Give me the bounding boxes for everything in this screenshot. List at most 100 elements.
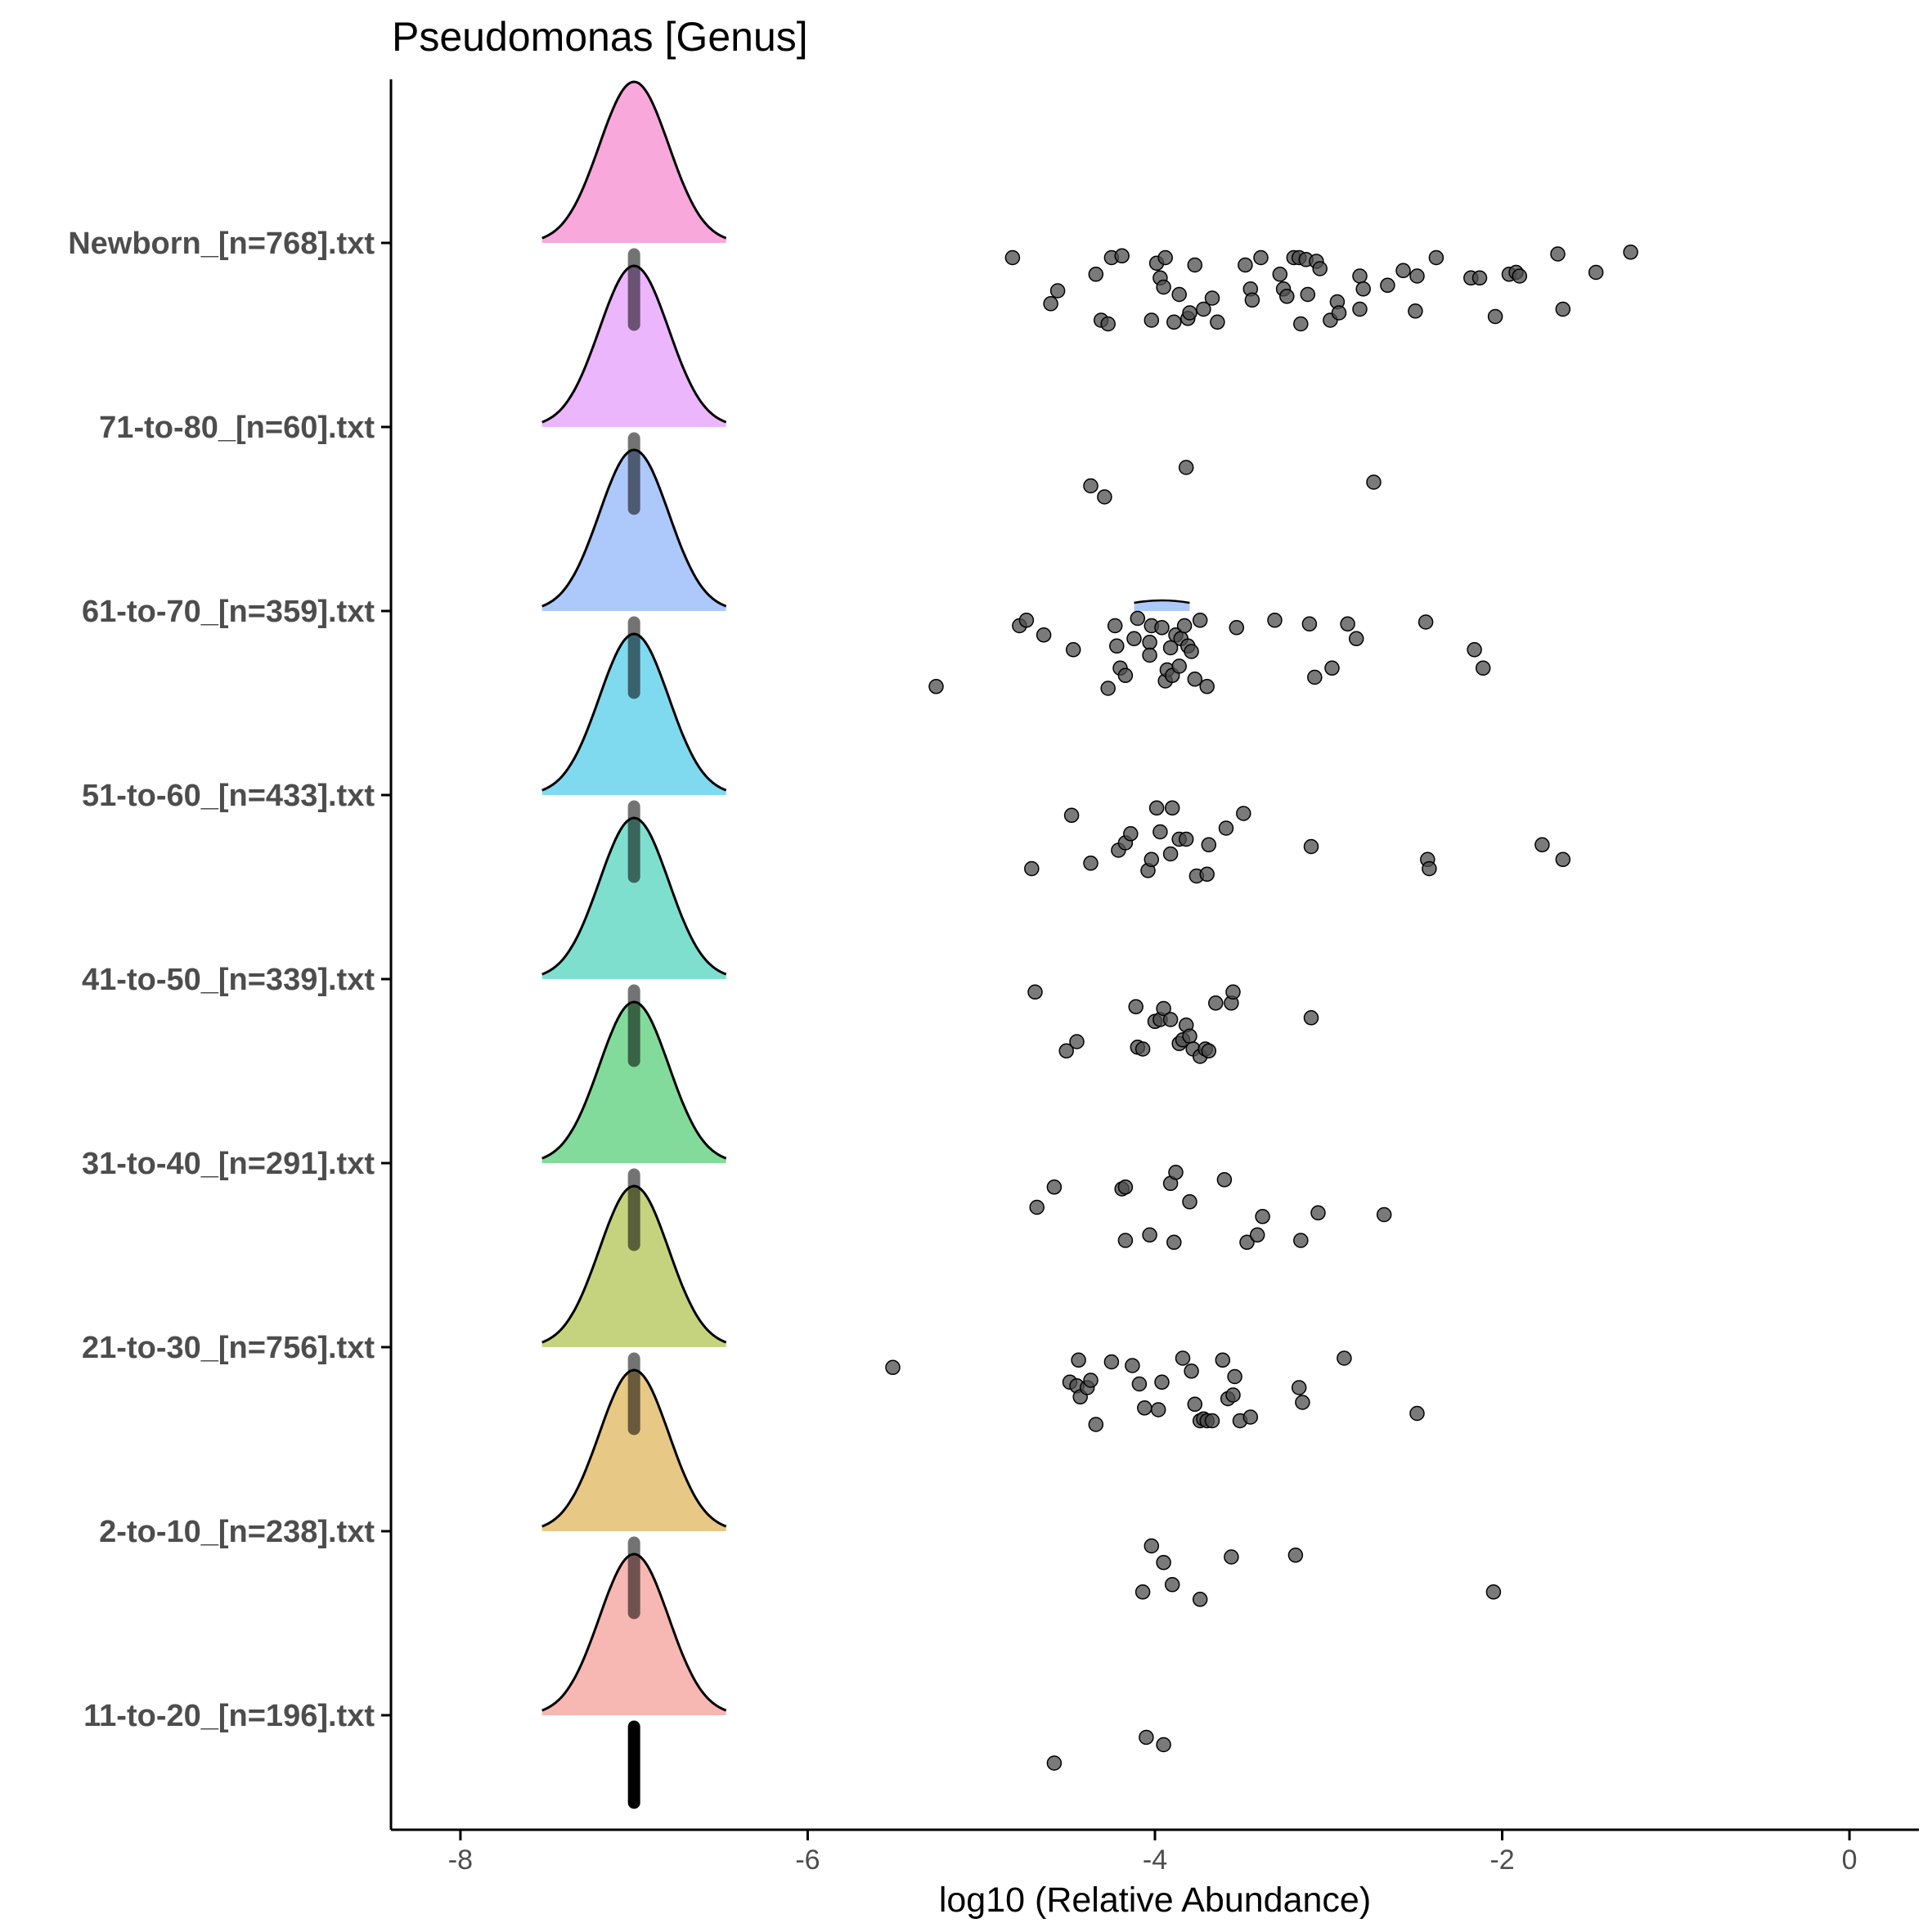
ridge-fill-2-to-10-n-238-txt	[541, 1370, 726, 1531]
data-point	[1555, 301, 1571, 317]
data-point	[1300, 286, 1316, 303]
data-point	[1238, 257, 1253, 273]
ridge-fill-61-to-70-n-359-txt	[541, 450, 726, 611]
data-point	[1126, 631, 1142, 647]
data-point	[1131, 1376, 1148, 1392]
data-point	[1156, 279, 1171, 295]
data-point	[1187, 1396, 1203, 1413]
data-point	[1201, 1043, 1217, 1059]
ridge-fill-31-to-40-n-291-txt	[541, 1002, 726, 1163]
data-point	[1380, 277, 1395, 294]
data-point	[1004, 249, 1021, 266]
data-point	[1244, 292, 1260, 308]
data-point	[1471, 270, 1488, 286]
data-point	[1027, 984, 1043, 1000]
data-point	[1225, 984, 1241, 1000]
data-point	[1088, 267, 1104, 282]
data-point	[1157, 249, 1173, 266]
data-point	[1352, 301, 1368, 317]
data-point	[1310, 1205, 1326, 1221]
data-point	[1071, 1352, 1086, 1368]
data-point	[1162, 640, 1179, 656]
data-point	[1171, 658, 1187, 674]
y-tick-label: 61-to-70_[n=359].txt	[82, 595, 375, 629]
x-axis-label: log10 (Relative Abundance)	[939, 1880, 1371, 1920]
data-point	[1162, 1012, 1179, 1027]
data-point	[1046, 1179, 1063, 1195]
data-point	[1117, 667, 1134, 684]
data-point	[1287, 1548, 1304, 1563]
data-point	[1255, 1209, 1270, 1224]
x-tick-label: -4	[1143, 1844, 1167, 1876]
data-point	[1208, 995, 1224, 1011]
data-point	[1555, 851, 1571, 868]
data-point	[1143, 312, 1160, 328]
data-point	[1134, 1041, 1151, 1057]
data-point	[1130, 610, 1146, 627]
data-point	[1164, 1577, 1180, 1593]
data-point	[1154, 1374, 1170, 1391]
data-point	[1409, 268, 1425, 284]
data-point	[1187, 672, 1203, 687]
data-point	[1210, 314, 1225, 330]
data-point	[1123, 826, 1139, 842]
data-point	[1355, 281, 1371, 297]
y-tick-label: 2-to-10_[n=238].txt	[99, 1515, 375, 1549]
data-point	[1168, 1165, 1184, 1180]
y-tick-label: 51-to-60_[n=433].txt	[82, 779, 375, 813]
data-point	[1192, 613, 1208, 628]
data-point	[1018, 613, 1035, 628]
data-point	[1199, 679, 1215, 694]
data-point	[1187, 257, 1203, 273]
data-point	[1049, 283, 1066, 299]
data-point	[1143, 851, 1160, 868]
data-point	[1139, 1729, 1154, 1746]
data-point	[1134, 1584, 1151, 1600]
data-point	[1199, 866, 1215, 883]
data-point	[1534, 837, 1550, 853]
data-point	[1376, 1206, 1392, 1223]
data-point	[1366, 474, 1382, 490]
data-point	[1312, 261, 1328, 276]
data-point	[1166, 314, 1182, 330]
ridge-outline-newborn-n-768-txt	[541, 80, 727, 240]
ridge-fill-71-to-80-n-60-txt	[541, 266, 726, 427]
data-point	[1216, 1172, 1233, 1188]
data-point	[1337, 1350, 1352, 1366]
data-point	[1142, 647, 1157, 663]
data-point	[1303, 1010, 1319, 1026]
data-point	[1512, 268, 1528, 284]
y-tick-label: 21-to-30_[n=756].txt	[82, 1331, 375, 1365]
data-point	[1475, 660, 1491, 676]
data-point	[1352, 268, 1368, 284]
data-point	[1176, 618, 1193, 634]
data-point	[1253, 249, 1269, 266]
data-point	[1418, 614, 1434, 630]
data-point	[1227, 1368, 1242, 1385]
ridges-layer	[541, 80, 1190, 1715]
data-point	[1204, 1413, 1220, 1429]
data-point	[1588, 264, 1604, 281]
data-point	[1236, 806, 1251, 821]
data-point	[1156, 1555, 1171, 1570]
data-point	[1623, 245, 1638, 260]
data-point	[1164, 800, 1180, 816]
data-point	[1083, 478, 1099, 494]
data-point	[1182, 1194, 1197, 1210]
data-point	[1182, 305, 1197, 321]
points-layer	[885, 245, 1638, 1771]
x-tick-label: 0	[1842, 1844, 1858, 1876]
data-point	[1487, 308, 1503, 325]
data-point	[1103, 1354, 1120, 1370]
data-point	[1100, 316, 1116, 332]
ridge-fill-51-to-60-n-433-txt	[541, 634, 726, 795]
y-tick-label: 31-to-40_[n=291].txt	[82, 1147, 375, 1181]
data-point	[1395, 263, 1411, 279]
data-point	[1128, 999, 1143, 1015]
extra-density-outline	[1134, 599, 1190, 604]
data-point	[1043, 296, 1058, 312]
data-point	[1178, 460, 1194, 475]
y-tick-label: 11-to-20_[n=196].txt	[83, 1699, 375, 1733]
data-point	[1036, 627, 1052, 643]
data-point	[1550, 246, 1566, 262]
